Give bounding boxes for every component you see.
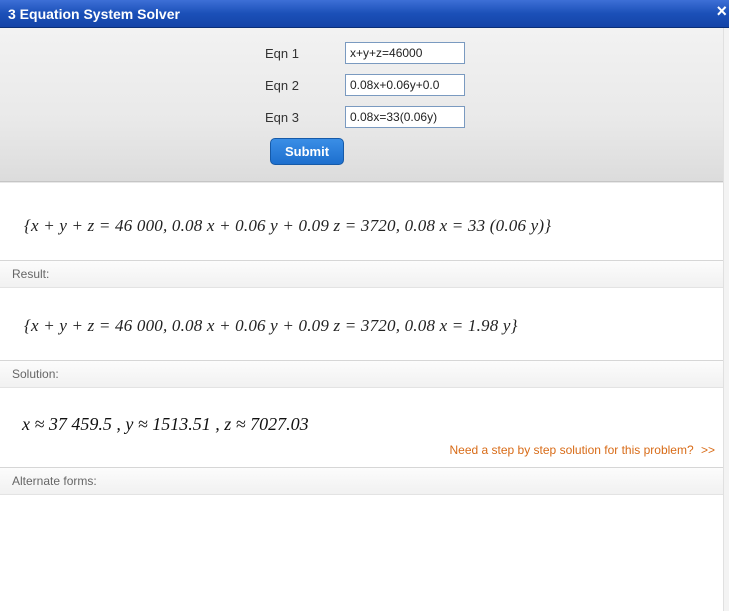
result-body: {x + y + z = 46 000, 0.08 x + 0.06 y + 0… bbox=[0, 288, 729, 360]
eqn1-input[interactable] bbox=[345, 42, 465, 64]
form-row-eqn3: Eqn 3 bbox=[0, 106, 729, 128]
step-by-step-link[interactable]: Need a step by step solution for this pr… bbox=[450, 443, 694, 457]
results-area: {x + y + z = 46 000, 0.08 x + 0.06 y + 0… bbox=[0, 182, 729, 495]
form-row-eqn1: Eqn 1 bbox=[0, 42, 729, 64]
eqn3-label: Eqn 3 bbox=[265, 110, 345, 125]
eqn1-label: Eqn 1 bbox=[265, 46, 345, 61]
submit-row: Submit bbox=[0, 138, 729, 165]
close-icon[interactable]: × bbox=[716, 2, 727, 20]
alternate-forms-header: Alternate forms: bbox=[0, 467, 729, 495]
eqn2-label: Eqn 2 bbox=[265, 78, 345, 93]
input-echo: {x + y + z = 46 000, 0.08 x + 0.06 y + 0… bbox=[0, 188, 729, 260]
window-titlebar: 3 Equation System Solver × bbox=[0, 0, 729, 28]
eqn3-input[interactable] bbox=[345, 106, 465, 128]
equation-form: Eqn 1 Eqn 2 Eqn 3 Submit bbox=[0, 28, 729, 182]
solution-header: Solution: bbox=[0, 360, 729, 388]
window-title: 3 Equation System Solver bbox=[8, 6, 180, 22]
form-row-eqn2: Eqn 2 bbox=[0, 74, 729, 96]
scroll-up-icon[interactable] bbox=[723, 28, 729, 42]
result-header: Result: bbox=[0, 260, 729, 288]
solution-body: x ≈ 37 459.5 , y ≈ 1513.51 , z ≈ 7027.03 bbox=[0, 388, 729, 441]
help-link-row: Need a step by step solution for this pr… bbox=[0, 441, 729, 467]
chevron-right-icon: >> bbox=[701, 443, 715, 457]
eqn2-input[interactable] bbox=[345, 74, 465, 96]
submit-button[interactable]: Submit bbox=[270, 138, 344, 165]
scrollbar[interactable] bbox=[723, 28, 729, 611]
